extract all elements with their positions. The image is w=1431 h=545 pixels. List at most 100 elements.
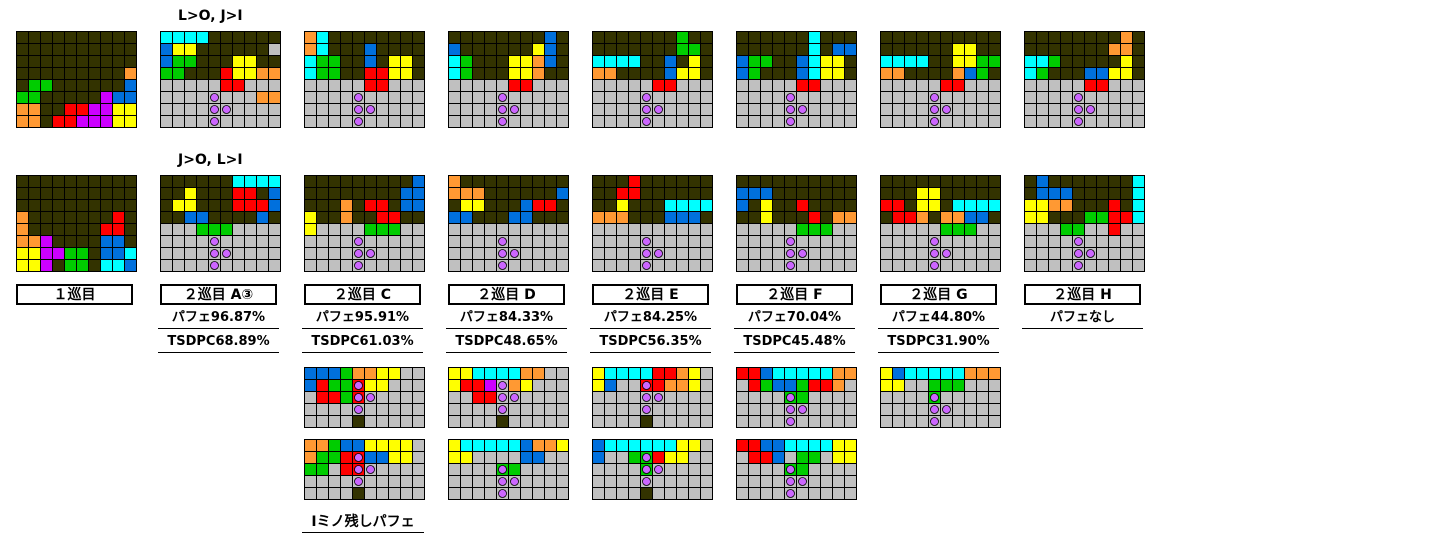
board-cell xyxy=(340,31,353,44)
board-cell xyxy=(520,403,533,416)
board-cell xyxy=(100,223,113,236)
board-cell xyxy=(412,415,425,428)
board-cell xyxy=(160,223,173,236)
board-cell xyxy=(316,259,329,272)
board-cell xyxy=(1120,235,1133,248)
board-cell xyxy=(1036,259,1049,272)
board-cell xyxy=(796,115,809,128)
tspin-marker-dot xyxy=(498,477,507,486)
board-cell xyxy=(256,259,269,272)
board-cell xyxy=(616,115,629,128)
board-cell xyxy=(376,67,389,80)
board-cell xyxy=(940,223,953,236)
board-cell xyxy=(736,31,749,44)
board-cell xyxy=(976,79,989,92)
board-cell xyxy=(1036,115,1049,128)
board-cell xyxy=(1096,199,1109,212)
board-cell xyxy=(784,175,797,188)
board-cell xyxy=(1084,235,1097,248)
board-cell xyxy=(796,199,809,212)
tspin-marker-dot xyxy=(642,465,651,474)
board-cell xyxy=(40,79,53,92)
board-cell xyxy=(244,43,257,56)
board-cell xyxy=(748,79,761,92)
tspin-marker-dot xyxy=(510,477,519,486)
board-cell xyxy=(784,379,797,392)
board-cell xyxy=(676,235,689,248)
board-cell xyxy=(220,235,233,248)
tspin-marker-dot xyxy=(942,405,951,414)
board-cell xyxy=(532,391,545,404)
board-cell xyxy=(364,223,377,236)
board-cell xyxy=(532,79,545,92)
board-cell xyxy=(700,31,713,44)
board-cell xyxy=(316,175,329,188)
tetris-board xyxy=(448,439,569,500)
board-cell xyxy=(736,259,749,272)
board-cell xyxy=(1060,43,1073,56)
board-cell xyxy=(928,55,941,68)
board-cell xyxy=(472,43,485,56)
board-cell xyxy=(988,103,1001,116)
board-cell xyxy=(304,259,317,272)
board-cell xyxy=(916,103,929,116)
board-cell xyxy=(256,199,269,212)
board-cell xyxy=(628,403,641,416)
board-cell xyxy=(640,79,653,92)
board-cell xyxy=(328,43,341,56)
board-cell xyxy=(832,115,845,128)
board-cell xyxy=(16,187,29,200)
board-cell xyxy=(664,187,677,200)
board-cell xyxy=(1036,175,1049,188)
tspin-marker-dot xyxy=(642,105,651,114)
board-cell xyxy=(652,115,665,128)
board-cell xyxy=(628,259,641,272)
board-cell xyxy=(400,43,413,56)
board-cell xyxy=(1132,175,1145,188)
board-cell xyxy=(688,79,701,92)
board-cell xyxy=(196,259,209,272)
board-cell xyxy=(184,67,197,80)
board-cell xyxy=(52,259,65,272)
board-cell xyxy=(976,211,989,224)
board-cell xyxy=(76,43,89,56)
board-cell xyxy=(232,103,245,116)
board-cell xyxy=(244,55,257,68)
board-cell xyxy=(376,199,389,212)
board-cell xyxy=(244,259,257,272)
board-cell xyxy=(892,379,905,392)
board-cell xyxy=(196,199,209,212)
board-cell xyxy=(160,115,173,128)
board-cell xyxy=(460,259,473,272)
tetris-board xyxy=(160,31,281,128)
board-cell xyxy=(784,439,797,452)
board-cell xyxy=(988,43,1001,56)
board-cell xyxy=(1096,55,1109,68)
board-cell xyxy=(940,391,953,404)
board-cell xyxy=(820,103,833,116)
board-cell xyxy=(76,211,89,224)
board-cell xyxy=(616,463,629,476)
board-cell xyxy=(304,31,317,44)
board-cell xyxy=(976,187,989,200)
board-cell xyxy=(700,463,713,476)
board-cell xyxy=(184,55,197,68)
board-cell xyxy=(844,367,857,380)
board-cell xyxy=(364,199,377,212)
board-cell xyxy=(916,91,929,104)
board-cell xyxy=(16,79,29,92)
board-cell xyxy=(88,175,101,188)
board-cell xyxy=(364,67,377,80)
board-cell xyxy=(988,235,1001,248)
board-cell xyxy=(172,31,185,44)
board-cell xyxy=(1096,235,1109,248)
board-cell xyxy=(340,91,353,104)
board-cell xyxy=(592,487,605,500)
board-cell xyxy=(1108,211,1121,224)
board-cell xyxy=(820,235,833,248)
board-cell xyxy=(916,199,929,212)
board-cell xyxy=(412,175,425,188)
board-cell xyxy=(64,199,77,212)
board-cell xyxy=(460,79,473,92)
board-cell xyxy=(796,43,809,56)
